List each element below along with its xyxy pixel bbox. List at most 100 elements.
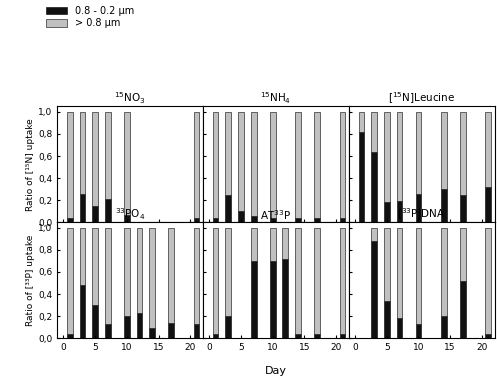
Bar [371, 112, 377, 152]
Title: [$^{15}$N]Leucine: [$^{15}$N]Leucine [388, 91, 455, 106]
Bar [213, 218, 219, 222]
Bar [339, 218, 345, 222]
Bar [358, 112, 364, 132]
Bar [314, 334, 320, 338]
Bar [270, 112, 275, 218]
Bar [295, 112, 301, 218]
Bar [314, 228, 320, 334]
Title: $^{33}$PO$_4$: $^{33}$PO$_4$ [115, 207, 145, 222]
Bar [213, 334, 219, 338]
Bar [67, 112, 73, 218]
Bar [226, 316, 231, 338]
Bar [339, 112, 345, 218]
Bar [441, 112, 447, 189]
Bar [105, 228, 111, 324]
Bar [213, 228, 219, 334]
Bar [358, 132, 364, 222]
Bar [314, 112, 320, 218]
Bar [92, 305, 98, 338]
Bar [441, 228, 447, 316]
Bar [384, 228, 390, 301]
Bar [194, 218, 199, 222]
Bar [251, 216, 256, 222]
Bar [124, 215, 130, 222]
Bar [67, 218, 73, 222]
Bar [105, 324, 111, 338]
Bar [270, 218, 275, 222]
Bar [137, 228, 143, 313]
Bar [397, 201, 402, 222]
Bar [384, 112, 390, 203]
Bar [371, 228, 377, 241]
Title: [$^{33}$P]DNA: [$^{33}$P]DNA [397, 207, 446, 222]
Bar [194, 228, 199, 324]
Bar [194, 324, 199, 338]
Bar [441, 316, 447, 338]
Bar [251, 261, 256, 338]
Bar [314, 218, 320, 222]
Bar [238, 211, 244, 222]
Title: AT$^{33}$P: AT$^{33}$P [260, 208, 291, 222]
Bar [92, 228, 98, 305]
Bar [460, 228, 466, 281]
Bar [295, 218, 301, 222]
Bar [124, 112, 130, 215]
Bar [270, 228, 275, 261]
Bar [80, 112, 85, 193]
Bar [270, 261, 275, 338]
Bar [194, 112, 199, 218]
Bar [226, 228, 231, 316]
Bar [238, 112, 244, 211]
Bar [486, 228, 491, 334]
Bar [67, 334, 73, 338]
Bar [92, 206, 98, 222]
Bar [415, 193, 421, 222]
Bar [339, 228, 345, 334]
Bar [397, 318, 402, 338]
Bar [226, 112, 231, 195]
Legend: 0.8 - 0.2 μm, > 0.8 μm: 0.8 - 0.2 μm, > 0.8 μm [45, 5, 135, 29]
Bar [486, 112, 491, 187]
Bar [441, 189, 447, 222]
Bar [415, 324, 421, 338]
Bar [67, 228, 73, 334]
Bar [415, 228, 421, 324]
Bar [295, 228, 301, 334]
Bar [460, 281, 466, 338]
Bar [415, 112, 421, 193]
Bar [80, 228, 85, 285]
Bar [384, 203, 390, 222]
Bar [92, 112, 98, 206]
Bar [226, 195, 231, 222]
Bar [384, 301, 390, 338]
Bar [371, 241, 377, 338]
Text: Day: Day [265, 366, 287, 376]
Bar [397, 112, 402, 201]
Bar [295, 334, 301, 338]
Bar [168, 228, 174, 323]
Bar [371, 152, 377, 222]
Bar [282, 259, 288, 338]
Bar [124, 316, 130, 338]
Bar [105, 199, 111, 222]
Bar [150, 328, 155, 338]
Bar [168, 323, 174, 338]
Bar [251, 112, 256, 216]
Bar [80, 193, 85, 222]
Y-axis label: Ratio of [³³P] uptake: Ratio of [³³P] uptake [26, 234, 35, 326]
Bar [486, 187, 491, 222]
Bar [339, 334, 345, 338]
Bar [105, 112, 111, 199]
Bar [397, 228, 402, 318]
Title: $^{15}$NO$_3$: $^{15}$NO$_3$ [114, 91, 146, 106]
Bar [213, 112, 219, 218]
Y-axis label: Ratio of [¹⁵N] uptake: Ratio of [¹⁵N] uptake [26, 118, 35, 211]
Bar [80, 285, 85, 338]
Bar [150, 228, 155, 328]
Bar [282, 228, 288, 259]
Bar [460, 195, 466, 222]
Bar [251, 228, 256, 261]
Bar [124, 228, 130, 316]
Bar [460, 112, 466, 195]
Bar [486, 334, 491, 338]
